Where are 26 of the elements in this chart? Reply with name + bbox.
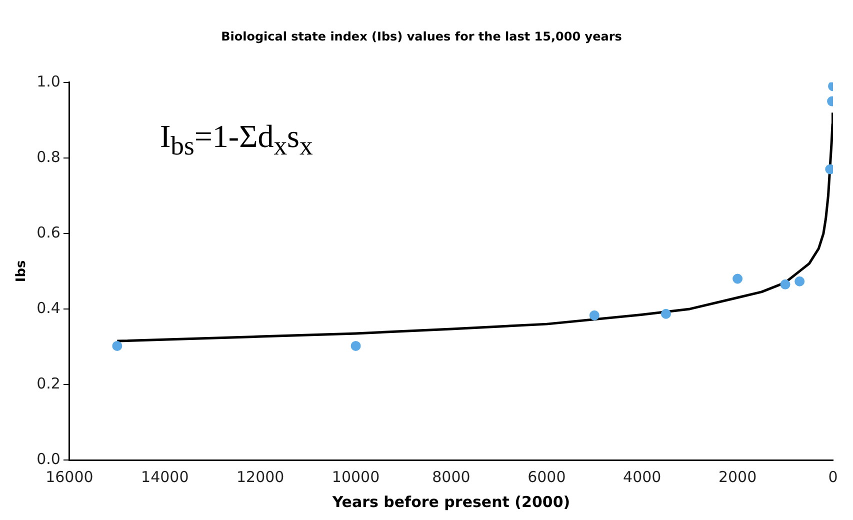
x-tick-label: 14000 xyxy=(141,468,189,486)
x-tick-label: 0 xyxy=(828,468,838,486)
point xyxy=(660,308,671,319)
x-tick-label: 16000 xyxy=(46,468,94,486)
y-tick-label: 1.0 xyxy=(36,72,60,90)
x-axis-title: Years before present (2000) xyxy=(331,492,570,511)
y-axis-title: Ibs xyxy=(14,260,30,282)
y-tick-label: 0.6 xyxy=(36,223,60,242)
y-tick-label: 0.4 xyxy=(36,298,60,317)
x-tick-label: 10000 xyxy=(332,468,380,486)
x-tick-label: 6000 xyxy=(528,468,566,486)
y-tick-label: 0.0 xyxy=(36,450,60,468)
point xyxy=(732,274,743,284)
point xyxy=(794,276,805,286)
x-tick-label: 12000 xyxy=(236,468,284,486)
y-tick-label: 0.8 xyxy=(36,148,60,166)
point xyxy=(589,310,600,320)
y-tick-label: 0.2 xyxy=(36,374,60,392)
x-tick-label: 8000 xyxy=(432,468,470,486)
chart-title: Biological state index (Ibs) values for the last 15,000 years xyxy=(221,29,622,44)
point xyxy=(780,279,790,290)
annotation: I$_{bs}$=1-Σd$_{x}$s$_{x}$ xyxy=(160,118,313,162)
point xyxy=(112,340,122,351)
x-tick-label: 4000 xyxy=(623,468,662,486)
x-tick-label: 2000 xyxy=(718,468,757,486)
point xyxy=(350,340,361,351)
